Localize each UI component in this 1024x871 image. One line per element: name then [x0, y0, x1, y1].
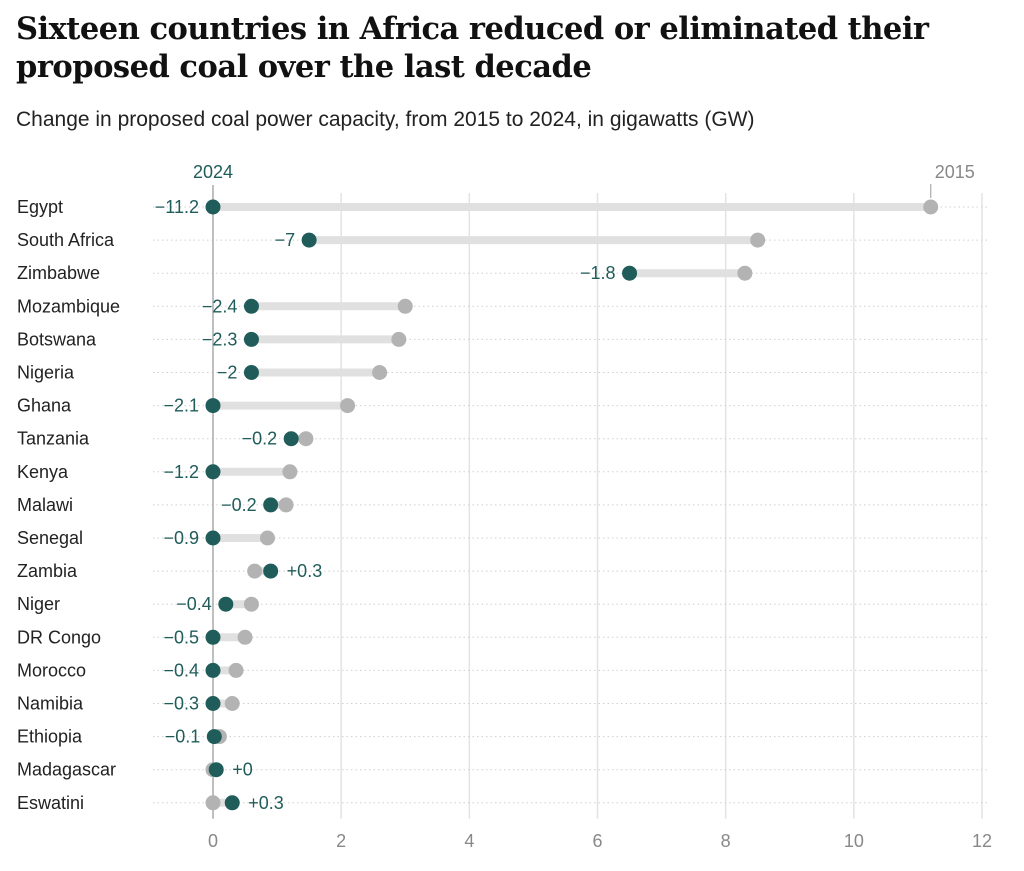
dot-2024 [243, 331, 259, 347]
dot-2015 [224, 696, 240, 711]
country-label: Eswatini [17, 793, 84, 813]
dot-2015 [391, 331, 407, 347]
dot-2015 [923, 199, 939, 215]
change-label: −2 [217, 363, 238, 383]
change-label: +0.3 [287, 561, 323, 581]
dot-2015 [298, 431, 314, 447]
x-tick-label: 2 [336, 831, 346, 851]
dot-2024 [205, 398, 221, 414]
change-label: −0.2 [221, 495, 257, 515]
country-label: Morocco [17, 660, 86, 680]
change-label: −1.8 [580, 263, 616, 283]
country-label: Egypt [17, 197, 63, 217]
dot-2015 [247, 563, 263, 579]
dot-2024 [263, 497, 279, 513]
dot-2024 [205, 662, 221, 678]
change-label: −0.4 [163, 660, 199, 680]
country-label: Mozambique [17, 296, 120, 316]
dot-2024 [205, 696, 221, 711]
country-label: DR Congo [17, 627, 101, 647]
change-label: −0.1 [165, 727, 201, 747]
x-tick-label: 0 [208, 831, 218, 851]
country-label: Nigeria [17, 363, 75, 383]
dot-2015 [340, 398, 356, 414]
change-label: +0.3 [248, 793, 284, 813]
country-label: Malawi [17, 495, 73, 515]
x-tick-label: 4 [464, 831, 474, 851]
x-tick-label: 12 [972, 831, 992, 851]
series-label-2015: 2015 [935, 162, 975, 182]
country-label: Tanzania [17, 429, 90, 449]
dot-2015 [259, 530, 275, 546]
dot-2024 [301, 232, 317, 248]
change-label: −0.2 [242, 429, 278, 449]
dot-2015 [282, 464, 298, 480]
dot-2015 [397, 298, 413, 314]
country-label: Senegal [17, 528, 83, 548]
change-label: +0 [232, 760, 253, 780]
change-label: −2.4 [202, 296, 238, 316]
country-label: Niger [17, 594, 60, 614]
chart-subtitle: Change in proposed coal power capacity, … [16, 108, 755, 131]
change-label: −2.3 [202, 329, 238, 349]
dot-2015 [278, 497, 294, 513]
dot-2024 [263, 563, 279, 579]
dot-2024 [205, 629, 221, 645]
x-tick-label: 6 [592, 831, 602, 851]
country-label: Ghana [17, 396, 72, 416]
x-tick-label: 10 [844, 831, 864, 851]
country-label: Kenya [17, 462, 69, 482]
dot-2024 [243, 365, 259, 380]
country-label: Namibia [17, 694, 84, 714]
change-label: −0.4 [176, 594, 212, 614]
dot-2024 [622, 265, 638, 281]
dot-2024 [206, 729, 222, 745]
change-label: −0.3 [163, 694, 199, 714]
dot-2024 [243, 298, 259, 314]
country-label: Zambia [17, 561, 78, 581]
change-label: −0.9 [163, 528, 199, 548]
dot-2015 [243, 596, 259, 612]
country-label: Zimbabwe [17, 263, 100, 283]
dot-2024 [208, 762, 224, 778]
dot-2024 [283, 431, 299, 447]
change-label: −7 [275, 230, 296, 250]
dot-2015 [737, 265, 753, 281]
dot-2024 [218, 596, 234, 612]
change-label: −0.5 [163, 627, 199, 647]
x-tick-label: 8 [721, 831, 731, 851]
dot-2015 [228, 662, 244, 678]
change-label: −11.2 [155, 197, 199, 217]
change-label: −2.1 [163, 396, 199, 416]
dot-2024 [205, 530, 221, 546]
country-label: Botswana [17, 329, 97, 349]
dot-2024 [224, 795, 240, 811]
dot-2024 [205, 199, 221, 215]
country-label: Ethiopia [17, 727, 83, 747]
dot-2024 [205, 464, 221, 480]
dot-2015 [750, 232, 766, 248]
dot-2015 [237, 629, 253, 645]
country-label: South Africa [17, 230, 115, 250]
change-label: −1.2 [163, 462, 199, 482]
country-label: Madagascar [17, 760, 116, 780]
dot-2015 [372, 365, 388, 380]
dot-2015 [205, 795, 221, 811]
series-label-2024: 2024 [193, 162, 233, 182]
chart-title: Sixteen countries in Africa reduced or e… [16, 11, 929, 85]
